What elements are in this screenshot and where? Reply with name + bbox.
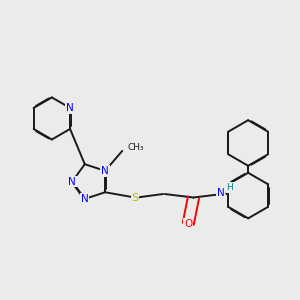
Text: N: N	[81, 194, 89, 204]
Text: N: N	[66, 103, 74, 113]
Text: N: N	[217, 188, 224, 198]
Text: N: N	[101, 166, 109, 176]
Text: N: N	[68, 176, 76, 187]
Text: S: S	[131, 193, 139, 202]
Text: CH₃: CH₃	[128, 143, 144, 152]
Text: O: O	[184, 219, 192, 229]
Text: H: H	[226, 183, 233, 192]
